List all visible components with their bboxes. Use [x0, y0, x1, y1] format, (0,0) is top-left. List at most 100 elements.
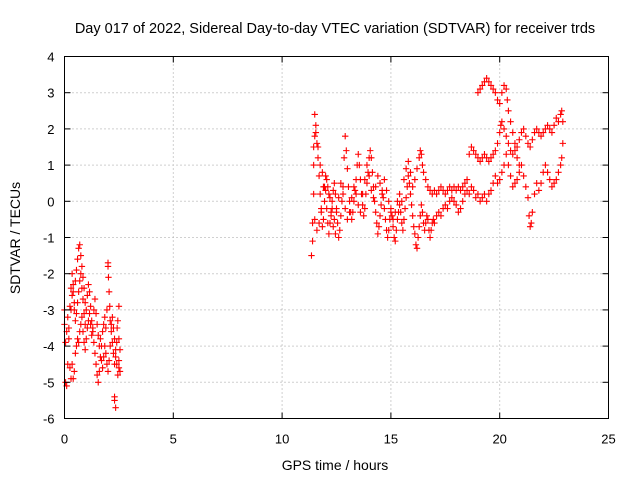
data-point [413, 245, 421, 252]
data-point [65, 324, 73, 332]
data-point [337, 180, 345, 187]
data-point [507, 172, 514, 180]
data-point [463, 176, 471, 183]
data-point [402, 194, 410, 201]
data-point [448, 194, 456, 201]
data-point [516, 169, 523, 176]
data-point [550, 122, 558, 129]
x-tick-label: 25 [601, 432, 615, 447]
data-point [457, 205, 464, 212]
data-point [101, 313, 108, 321]
data-point [99, 364, 106, 372]
data-point [553, 176, 560, 183]
data-point [105, 288, 113, 295]
data-point [381, 176, 388, 183]
data-point [529, 136, 536, 143]
data-point [363, 161, 371, 169]
data-point [496, 129, 503, 136]
data-point [73, 310, 80, 317]
data-point [361, 176, 368, 183]
data-point [437, 183, 445, 191]
data-point [500, 161, 508, 169]
data-point [312, 122, 320, 129]
data-point [114, 371, 122, 379]
data-point [316, 161, 324, 169]
data-point [345, 183, 352, 191]
data-point [411, 176, 419, 183]
data-point [406, 180, 413, 187]
data-point [472, 194, 479, 201]
data-point [487, 154, 495, 162]
data-point [359, 190, 366, 198]
data-point [312, 129, 320, 136]
data-point [76, 277, 83, 285]
data-point [93, 321, 101, 328]
data-point [81, 299, 89, 306]
data-point [72, 350, 79, 357]
data-point [509, 183, 516, 191]
data-point [108, 321, 115, 328]
data-point [78, 284, 86, 292]
data-point [326, 219, 334, 227]
data-point [390, 234, 398, 241]
data-point [323, 176, 330, 183]
data-point [513, 176, 521, 183]
data-point [505, 140, 512, 147]
data-point [67, 284, 75, 292]
data-point [70, 288, 77, 295]
data-point [494, 96, 501, 104]
data-point [461, 180, 469, 187]
data-point [479, 194, 486, 201]
data-point [511, 140, 519, 147]
data-point [311, 132, 318, 140]
data-point [500, 125, 508, 133]
data-point [368, 187, 375, 194]
data-point [496, 100, 503, 107]
data-point [409, 183, 416, 191]
data-point [108, 328, 115, 335]
data-point [542, 161, 549, 169]
data-point [405, 172, 412, 180]
data-point [422, 219, 429, 227]
data-point [77, 252, 85, 259]
data-point [74, 335, 81, 343]
data-point [325, 230, 333, 238]
data-point [383, 187, 390, 194]
data-point [327, 212, 335, 219]
data-point [98, 357, 105, 364]
data-point [322, 172, 329, 180]
data-point [80, 310, 88, 317]
data-point [472, 151, 479, 158]
data-point [550, 180, 558, 187]
data-point [76, 241, 83, 248]
data-point [479, 82, 486, 89]
data-point [115, 303, 123, 310]
data-point [309, 237, 316, 245]
data-point [422, 176, 429, 183]
data-point [516, 161, 523, 169]
data-point [385, 227, 392, 234]
data-point [112, 404, 119, 411]
data-point [389, 223, 397, 230]
data-point [313, 140, 321, 147]
y-tick-label: -6 [43, 412, 55, 427]
data-point [84, 292, 91, 299]
data-point [343, 147, 350, 154]
data-point [91, 350, 99, 357]
data-point [337, 212, 345, 219]
data-point [85, 281, 92, 288]
data-point [516, 136, 523, 143]
data-point [398, 198, 405, 205]
data-point [70, 375, 77, 382]
data-point [411, 230, 419, 238]
data-point [334, 219, 341, 227]
data-point [511, 180, 519, 187]
data-point [351, 187, 359, 194]
data-point [531, 190, 538, 198]
data-point [315, 219, 323, 227]
data-point [95, 332, 102, 339]
data-point [328, 198, 336, 205]
data-point [338, 198, 346, 205]
data-point [79, 295, 87, 303]
